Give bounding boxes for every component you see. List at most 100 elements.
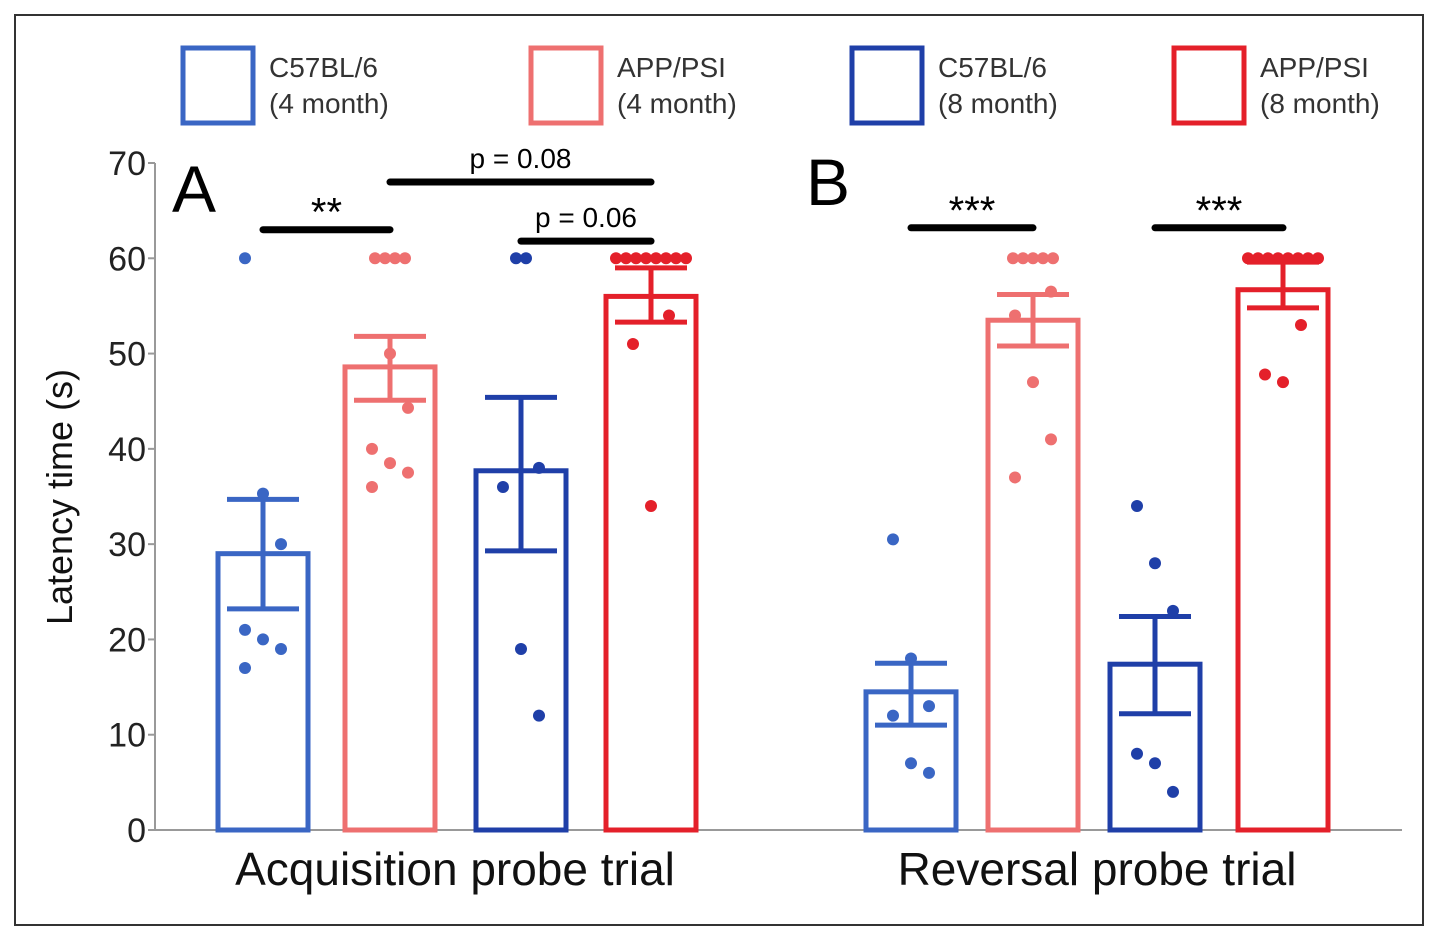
panel-letter: B [806, 145, 850, 219]
x-axis-label: Acquisition probe trial [235, 843, 675, 895]
legend-swatch [1171, 45, 1247, 126]
legend: C57BL/6 (4 month) APP/PSI (4 month) C57BL/6 (… [180, 45, 1380, 126]
bar [342, 364, 438, 833]
data-point [1272, 252, 1284, 265]
data-point [275, 642, 287, 655]
data-point [239, 623, 251, 636]
data-point [610, 252, 622, 265]
data-point [1131, 500, 1143, 513]
bar-group [1235, 252, 1331, 833]
data-point [630, 252, 642, 265]
data-point [1167, 604, 1179, 617]
legend-label: (4 month) [269, 88, 389, 119]
data-point [905, 757, 917, 770]
data-point [239, 662, 251, 675]
data-point [1149, 557, 1161, 570]
data-point [366, 480, 378, 493]
data-point [670, 252, 682, 265]
data-point [887, 709, 899, 722]
data-point [1295, 318, 1307, 331]
data-point [1037, 252, 1049, 265]
bar-group [473, 252, 569, 833]
data-point [1045, 433, 1057, 446]
data-point [1047, 252, 1059, 265]
data-point [1252, 252, 1264, 265]
figure-frame [14, 14, 1424, 926]
data-point [1009, 471, 1021, 484]
bar [603, 293, 699, 833]
significance-label: ** [311, 191, 342, 235]
significance-marker: ** [259, 191, 394, 235]
data-point [389, 252, 401, 265]
y-tick-label: 30 [108, 526, 146, 564]
data-point [257, 487, 269, 500]
x-axis-label: Reversal probe trial [898, 843, 1297, 895]
data-point [1262, 252, 1274, 265]
data-point [923, 700, 935, 713]
data-point [1312, 252, 1324, 265]
legend-item: APP/PSI (4 month) [528, 45, 737, 126]
data-point [1167, 785, 1179, 798]
data-point [620, 252, 632, 265]
data-point [663, 309, 675, 322]
data-point [640, 252, 652, 265]
data-point [520, 252, 532, 265]
data-point [510, 252, 522, 265]
bar-group [1107, 500, 1203, 833]
data-point [627, 338, 639, 351]
y-tick-label: 40 [108, 431, 146, 469]
data-point [905, 652, 917, 665]
data-point [1027, 252, 1039, 265]
y-tick-label: 10 [108, 717, 146, 755]
data-point [239, 252, 251, 265]
y-tick-label: 0 [127, 812, 146, 850]
data-point [275, 538, 287, 551]
bar-group [863, 533, 959, 833]
data-point [645, 500, 657, 513]
data-point [402, 401, 414, 414]
y-tick-label: 20 [108, 621, 146, 659]
data-point [533, 461, 545, 474]
significance-label: *** [949, 189, 996, 233]
panel-b: B Reversal probe trial *** *** [806, 145, 1331, 895]
significance-marker: *** [1151, 189, 1287, 233]
significance-marker: *** [907, 189, 1037, 233]
legend-label: (4 month) [617, 88, 737, 119]
bar [985, 317, 1081, 833]
legend-label: C57BL/6 [269, 52, 378, 83]
bar-group [215, 252, 311, 833]
legend-label: APP/PSI [617, 52, 726, 83]
legend-label: C57BL/6 [938, 52, 1047, 83]
data-point [384, 347, 396, 360]
data-point [257, 633, 269, 646]
significance-label: *** [1196, 189, 1243, 233]
legend-label: APP/PSI [1260, 52, 1369, 83]
legend-swatch [528, 45, 604, 126]
data-point [680, 252, 692, 265]
data-point [369, 252, 381, 265]
y-axis-label: Latency time (s) [39, 369, 80, 625]
panels: A Acquisition probe trial ** p = 0.08 p = 0.… [172, 143, 1331, 895]
axes: 0 10 20 30 40 50 60 70 [108, 145, 1402, 850]
significance-label: p = 0.08 [470, 143, 572, 174]
data-point [650, 252, 662, 265]
data-point [497, 480, 509, 493]
bar-group [342, 252, 438, 833]
data-point [1242, 252, 1254, 265]
bar [1235, 287, 1331, 833]
panel-a: A Acquisition probe trial ** p = 0.08 p = 0.… [172, 143, 699, 895]
legend-item: C57BL/6 (8 month) [849, 45, 1058, 126]
data-point [887, 533, 899, 546]
data-point [1302, 252, 1314, 265]
bar-group [985, 252, 1081, 833]
data-point [379, 252, 391, 265]
panel-letter: A [172, 152, 216, 226]
data-point [1282, 252, 1294, 265]
data-point [384, 457, 396, 470]
significance-marker: p = 0.06 [517, 202, 655, 245]
data-point [402, 466, 414, 479]
data-point [366, 442, 378, 455]
significance-marker: p = 0.08 [386, 143, 655, 186]
data-point [1259, 368, 1271, 381]
